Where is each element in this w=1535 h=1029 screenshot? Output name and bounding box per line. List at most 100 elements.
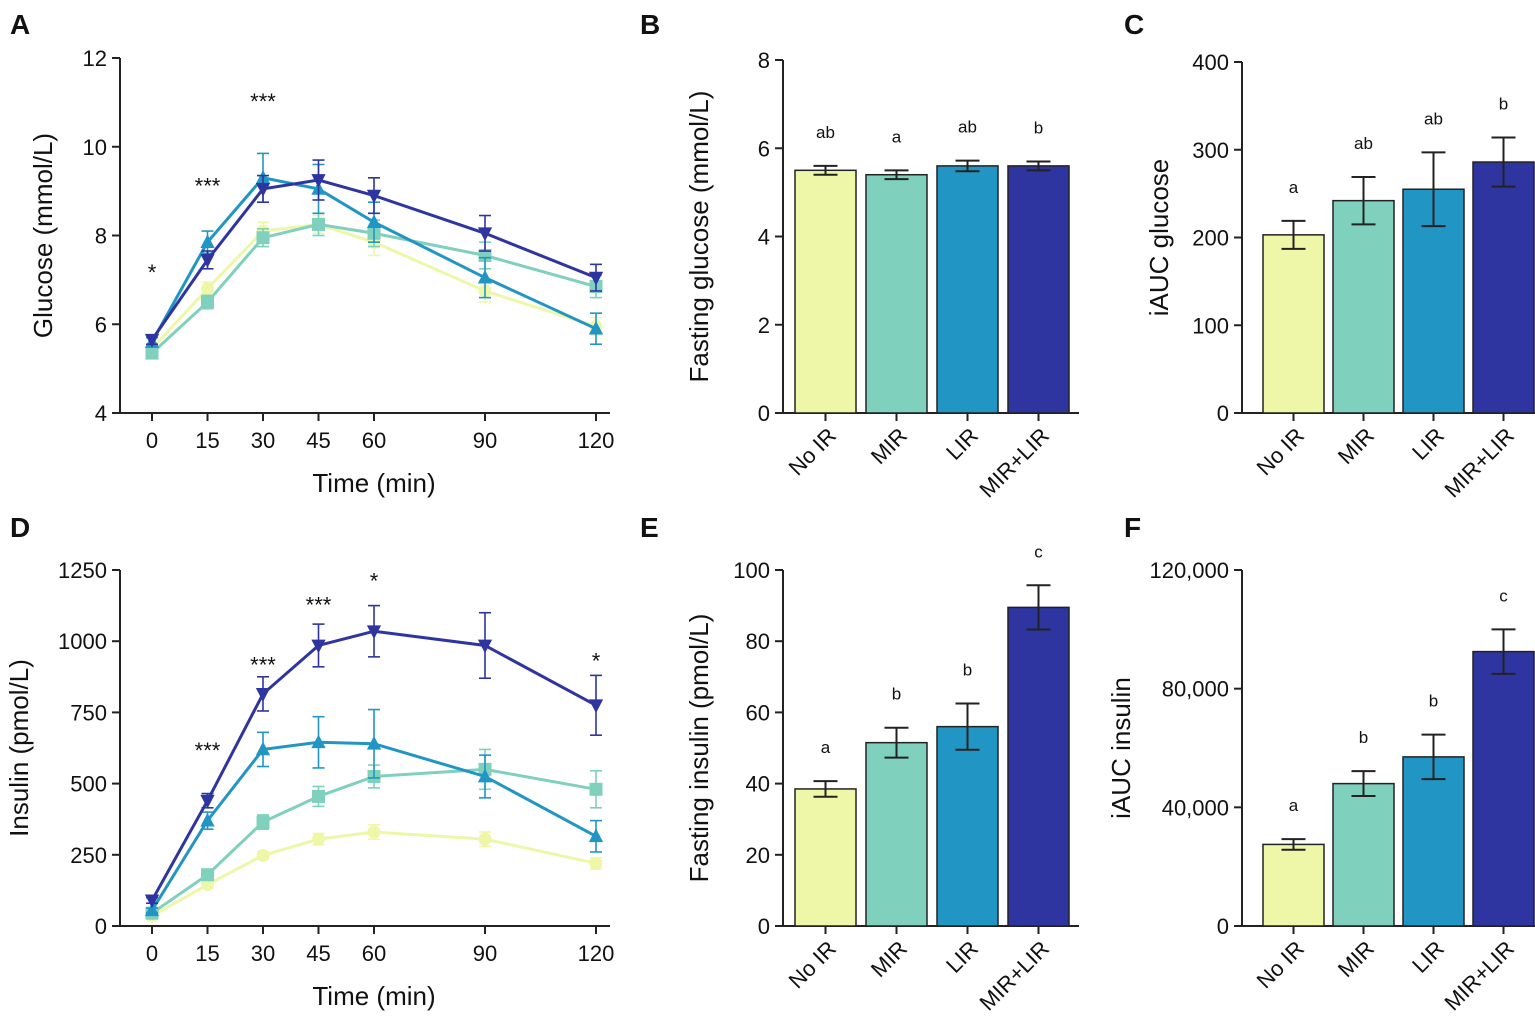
panel-d: D 0 250 500 750 1000 1250 Insulin (pmol/L) 0 15 30… xyxy=(4,512,614,1011)
bar xyxy=(1332,199,1395,414)
y-tick-label: 2 xyxy=(758,313,770,338)
data-point xyxy=(312,832,325,846)
data-point xyxy=(588,828,604,843)
series-lir xyxy=(144,708,604,917)
panel-label: D xyxy=(10,512,30,543)
category-label: MIR+LIR xyxy=(1440,936,1519,1015)
x-tick-label: 30 xyxy=(251,428,275,453)
significance-label: *** xyxy=(195,173,221,198)
data-point xyxy=(255,688,271,702)
y-tick-label: 60 xyxy=(746,700,770,725)
bar xyxy=(936,165,999,414)
y-tick-label: 4 xyxy=(758,225,770,250)
data-point xyxy=(201,295,214,309)
data-point xyxy=(144,894,160,909)
y-tick-label: 12 xyxy=(83,46,107,71)
y-tick-label: 100 xyxy=(1192,313,1229,338)
y-tick-label: 500 xyxy=(70,772,107,797)
panel-c: C 0 100 200 300 400 iAUC glucose a No IR ab MIR ab L… xyxy=(1124,9,1535,502)
significance-letter: ab xyxy=(958,118,977,137)
y-tick-label: 300 xyxy=(1192,138,1229,163)
bar xyxy=(1262,843,1325,927)
y-tick-label: 20 xyxy=(746,843,770,868)
x-axis-title: Time (min) xyxy=(312,468,435,498)
significance-letter: b xyxy=(1034,118,1043,137)
data-point xyxy=(200,794,215,809)
y-axis-title: Fasting glucose (mmol/L) xyxy=(684,91,714,383)
data-point xyxy=(366,625,382,640)
significance-letter: ab xyxy=(816,123,835,142)
data-point xyxy=(366,189,382,204)
data-point xyxy=(255,183,271,197)
series-line xyxy=(151,830,597,918)
panel-e: E 0 20 40 60 80 100 Fasting insulin (pmol/L) a No… xyxy=(640,512,1079,1015)
y-tick-label: 8 xyxy=(95,224,107,249)
category-label: LIR xyxy=(941,936,983,978)
x-tick-label: 45 xyxy=(306,428,330,453)
category-label: MIR xyxy=(1333,423,1379,469)
bar xyxy=(936,725,999,927)
y-tick-label: 0 xyxy=(95,914,107,939)
bar xyxy=(1007,165,1070,414)
y-tick-label: 400 xyxy=(1192,50,1229,75)
significance-label: *** xyxy=(250,89,276,114)
series-mir-lir xyxy=(144,159,604,348)
bar xyxy=(1262,234,1325,414)
bar xyxy=(865,173,928,414)
data-point xyxy=(201,868,214,882)
data-point xyxy=(588,699,604,714)
x-tick-label: 90 xyxy=(473,428,497,453)
y-tick-label: 6 xyxy=(758,136,770,161)
significance-letter: b xyxy=(1499,94,1508,113)
y-axis-title: Glucose (mmol/L) xyxy=(28,133,58,338)
category-label: LIR xyxy=(1407,423,1449,465)
bar xyxy=(1007,606,1070,927)
y-tick-label: 0 xyxy=(758,914,770,939)
panel-label: F xyxy=(1124,512,1141,543)
x-tick-label: 30 xyxy=(251,941,275,966)
y-axis-title: Fasting insulin (pmol/L) xyxy=(684,614,714,883)
data-point xyxy=(145,346,159,360)
data-point xyxy=(311,734,326,749)
significance-letter: a xyxy=(1289,178,1299,197)
category-label: MIR xyxy=(1333,936,1379,982)
data-point xyxy=(311,174,326,188)
data-point xyxy=(144,333,160,348)
category-label: MIR+LIR xyxy=(1440,423,1519,502)
category-label: No IR xyxy=(784,936,841,993)
data-point xyxy=(477,227,493,242)
data-point xyxy=(588,271,604,286)
significance-label: *** xyxy=(306,593,332,618)
data-point xyxy=(366,214,382,229)
y-tick-label: 0 xyxy=(1217,401,1229,426)
bar xyxy=(1332,782,1395,927)
significance-letter: a xyxy=(821,738,831,757)
category-label: No IR xyxy=(784,423,841,480)
data-point xyxy=(200,254,215,268)
y-axis-title: Insulin (pmol/L) xyxy=(4,659,34,837)
y-tick-label: 1250 xyxy=(58,558,107,583)
category-label: MIR+LIR xyxy=(975,936,1054,1015)
y-axis-title: iAUC glucose xyxy=(1144,159,1174,317)
data-point xyxy=(312,217,325,231)
y-tick-label: 4 xyxy=(95,401,107,426)
data-point xyxy=(256,231,270,245)
data-point xyxy=(588,320,604,335)
bar xyxy=(794,169,857,414)
category-label: No IR xyxy=(1252,936,1309,993)
y-tick-label: 1000 xyxy=(58,629,107,654)
panel-f: F 0 40,000 80,000 120,000 iAUC insulin a No IR b… xyxy=(1106,512,1535,1015)
significance-letter: b xyxy=(892,685,901,704)
bar xyxy=(865,741,928,927)
data-point xyxy=(367,825,381,839)
significance-letter: a xyxy=(892,127,902,146)
panel-label: E xyxy=(640,512,659,543)
data-point xyxy=(255,741,271,756)
panel-label: B xyxy=(640,9,660,40)
significance-letter: c xyxy=(1499,586,1508,605)
significance-label: * xyxy=(592,648,601,673)
data-point xyxy=(256,848,270,862)
x-axis-title: Time (min) xyxy=(312,981,435,1011)
y-axis-title: iAUC insulin xyxy=(1106,677,1136,819)
